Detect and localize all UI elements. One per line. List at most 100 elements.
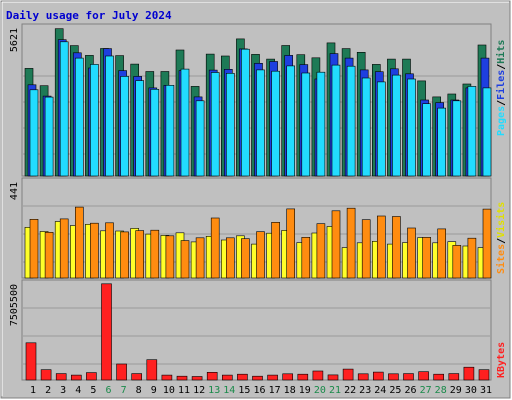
pages-bar — [271, 70, 280, 177]
kbytes-bar — [418, 371, 429, 381]
visits-bar — [165, 235, 175, 279]
visits-bar — [150, 229, 160, 279]
day-label: 12 — [193, 385, 205, 396]
day-label: 31 — [480, 385, 492, 396]
kbytes-bar — [372, 371, 384, 381]
day-label: 17 — [269, 385, 281, 396]
legend-sites: Sites — [495, 244, 507, 274]
kbytes-bar — [433, 373, 445, 381]
legend-files: Files — [495, 70, 507, 100]
visits-bar — [437, 228, 447, 279]
pages-bar — [361, 77, 371, 177]
day-labels: 1 2 3 4 5 6 7 8 9 10 11 12 13 14 15 16 17 18 19 20 21 22 23 24 2… — [30, 385, 492, 396]
kbytes-bar — [131, 373, 142, 381]
day-label: 1 — [30, 385, 36, 396]
kbytes-panel — [21, 279, 492, 381]
visits-bar — [482, 208, 492, 279]
day-label: 14 — [223, 385, 235, 396]
day-label: 11 — [178, 385, 190, 396]
kbytes-bar — [403, 373, 414, 381]
kbytes-bar — [388, 373, 399, 381]
chart-title: Daily usage for July 2024 — [6, 9, 172, 22]
day-label: 4 — [75, 385, 81, 396]
day-label: 24 — [374, 385, 386, 396]
visits-bar — [256, 231, 265, 279]
pages-bar — [150, 89, 160, 177]
day-label: 26 — [404, 385, 416, 396]
pages-bar — [422, 103, 431, 177]
visits-bar — [271, 222, 280, 279]
day-label: 5 — [90, 385, 96, 396]
visits-bar — [467, 237, 477, 279]
pages-bar — [75, 57, 84, 177]
legend-hits: Hits — [495, 40, 507, 64]
pages-bar — [180, 68, 190, 177]
visits-bar — [59, 218, 69, 279]
kbytes-bar — [357, 373, 369, 381]
kbytes-bar — [40, 369, 52, 381]
day-label: 23 — [359, 385, 371, 396]
pages-bar — [135, 80, 144, 177]
kbytes-bar — [237, 373, 248, 381]
visits-bar — [361, 219, 371, 279]
pages-bar — [165, 85, 175, 177]
visits-bar — [301, 237, 311, 279]
day-label: 28 — [435, 385, 447, 396]
kbytes-bar — [282, 373, 294, 381]
visits-bar — [452, 245, 462, 279]
kbytes-bar — [25, 342, 37, 381]
kbytes-bar — [116, 363, 127, 381]
bar-marks — [24, 28, 492, 381]
pages-bar — [392, 74, 401, 177]
visits-bar — [135, 230, 144, 279]
pages-bar — [59, 41, 69, 177]
kbytes-bar — [327, 374, 339, 381]
visits-bar — [90, 222, 99, 279]
visits-bar — [210, 217, 220, 279]
kbytes-bar — [101, 283, 112, 381]
visits-bar — [226, 237, 235, 279]
kbytes-bar — [312, 370, 324, 381]
pages-bar — [467, 86, 477, 177]
day-label: 21 — [329, 385, 341, 396]
visits-bar — [392, 216, 401, 279]
pages-bar — [346, 65, 356, 177]
day-label: 13 — [208, 385, 220, 396]
pages-bar — [256, 69, 265, 177]
kbytes-bar — [342, 368, 354, 381]
pages-bar — [29, 89, 39, 177]
pages-bar — [407, 78, 416, 177]
hits-axis-max: 5621 — [9, 28, 20, 52]
kbytes-bar — [176, 375, 188, 381]
pages-bar — [301, 72, 311, 177]
pages-bar — [452, 100, 462, 177]
legend-bottom: KBytes — [496, 342, 507, 378]
kbytes-bar — [222, 374, 233, 381]
pages-bar — [105, 55, 114, 177]
visits-bar — [316, 223, 326, 279]
kbytes-bar — [267, 374, 278, 381]
pages-bar — [90, 64, 99, 177]
visits-bar — [44, 232, 54, 279]
day-label: 9 — [151, 385, 157, 396]
visits-bar — [422, 237, 431, 279]
kbytes-bar — [448, 373, 460, 381]
day-label: 16 — [253, 385, 265, 396]
pages-bar — [195, 100, 205, 177]
legend-visits: Visits — [495, 202, 507, 238]
kbytes-bar — [297, 373, 309, 381]
kbytes-bar — [71, 374, 82, 381]
visits-bar — [29, 219, 39, 279]
day-label: 8 — [136, 385, 142, 396]
kbytes-bar — [206, 371, 218, 381]
pages-bar — [286, 65, 296, 177]
pages-bar — [437, 107, 447, 177]
day-label: 19 — [299, 385, 311, 396]
day-label: 10 — [163, 385, 175, 396]
visits-bar — [407, 227, 416, 279]
pages-bar — [482, 87, 492, 177]
day-label: 25 — [389, 385, 401, 396]
day-label: 29 — [450, 385, 462, 396]
legend-top: Pages/Files/Hits — [495, 40, 507, 136]
